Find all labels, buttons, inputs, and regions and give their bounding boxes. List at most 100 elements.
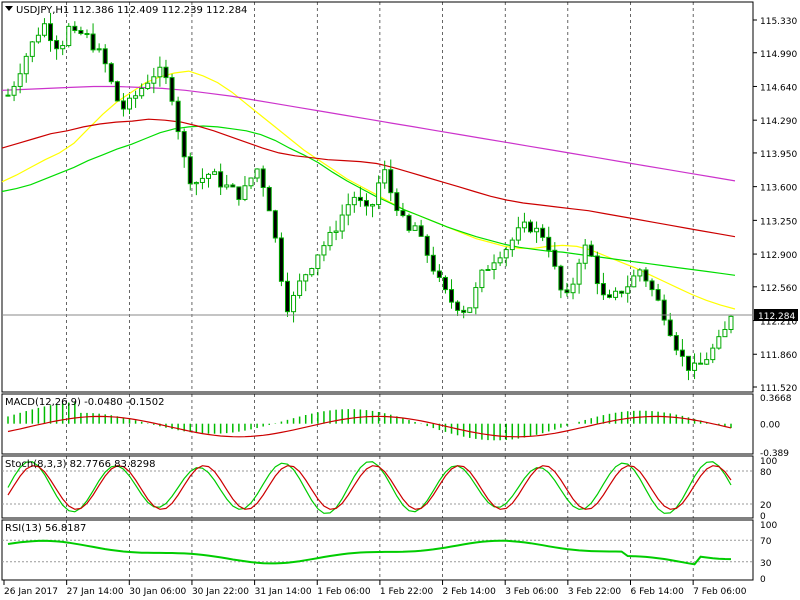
indicator-lines xyxy=(2,402,753,566)
candle-body xyxy=(540,227,546,238)
time-tick-label: 31 Jan 14:00 xyxy=(255,587,312,597)
candle-body xyxy=(661,299,667,321)
rsi-label: RSI(13) 56.8187 xyxy=(5,523,86,534)
candle-body xyxy=(315,254,321,269)
candle-body xyxy=(218,171,224,188)
candle-body xyxy=(205,173,211,179)
candle-body xyxy=(17,73,23,87)
candle-body xyxy=(175,100,181,133)
candle-body xyxy=(272,210,278,239)
time-tick-label: 26 Jan 2017 xyxy=(4,587,58,597)
moving-average-line xyxy=(1,125,736,276)
candle-body xyxy=(260,168,266,188)
candle-body xyxy=(230,184,236,188)
candle-body xyxy=(254,168,260,179)
candle-body xyxy=(370,204,376,207)
time-tick-label: 1 Feb 06:00 xyxy=(317,587,371,597)
candle-body xyxy=(284,280,290,313)
candle-body xyxy=(11,85,17,96)
candle-body xyxy=(309,267,315,276)
candle-body xyxy=(48,23,54,42)
candle-body xyxy=(582,244,588,264)
candle-body xyxy=(236,186,242,200)
candle-body xyxy=(625,286,631,294)
rsi-tick-label: 70 xyxy=(760,537,772,547)
candle-body xyxy=(66,25,72,47)
axis-labels: 115.330 114.990 114.640 114.290 113.950 113.6… xyxy=(3,17,797,597)
candle-body xyxy=(649,280,655,291)
candle-body xyxy=(594,255,600,285)
time-tick-label: 1 Feb 22:00 xyxy=(380,587,434,597)
candle-body xyxy=(199,177,205,183)
candle-body xyxy=(521,221,527,229)
rsi-tick-label: 100 xyxy=(760,521,777,531)
candle-body xyxy=(716,336,722,349)
time-tick-label: 3 Feb 22:00 xyxy=(568,587,622,597)
candle-body xyxy=(357,196,363,202)
candle-body xyxy=(430,254,436,272)
candle-body xyxy=(515,227,521,241)
candle-body xyxy=(728,315,734,330)
candle-body xyxy=(710,347,716,361)
candle-body xyxy=(400,210,406,217)
candle-body xyxy=(169,77,175,102)
candle-body xyxy=(333,230,339,233)
candle-body xyxy=(266,186,272,212)
candle-body xyxy=(704,359,710,365)
price-tick-label: 111.520 xyxy=(760,384,797,394)
price-tick-label: 113.600 xyxy=(760,184,797,194)
candle-body xyxy=(449,289,455,303)
candle-body xyxy=(564,289,570,294)
rsi-tick-label: 0 xyxy=(760,575,766,585)
price-tick-label: 114.290 xyxy=(760,117,797,127)
candle-body xyxy=(382,169,388,184)
candle-body xyxy=(23,55,29,75)
candle-body xyxy=(127,97,133,110)
time-tick-label: 27 Jan 14:00 xyxy=(67,587,124,597)
candle-body xyxy=(224,184,230,188)
candle-body xyxy=(673,335,679,351)
candle-body xyxy=(278,237,284,282)
candle-body xyxy=(60,45,66,50)
triangle-down-icon[interactable] xyxy=(5,6,13,11)
macd-tick-label: 0.00 xyxy=(760,421,780,431)
candle-body xyxy=(84,33,90,36)
stoch-tick-label: 20 xyxy=(760,501,772,511)
candle-body xyxy=(78,30,84,35)
candle-body xyxy=(406,215,412,231)
candle-body xyxy=(363,200,369,207)
macd-label: MACD(12,26,9) -0.0480 -0.1502 xyxy=(5,397,165,408)
candle-body xyxy=(679,349,685,357)
candle-body xyxy=(685,355,691,371)
candle-body xyxy=(133,95,139,99)
candle-body xyxy=(297,280,303,296)
candle-body xyxy=(54,40,60,50)
candle-body xyxy=(667,319,673,337)
candle-body xyxy=(291,294,297,313)
time-tick-label: 7 Feb 06:00 xyxy=(693,587,747,597)
price-tick-label: 112.900 xyxy=(760,251,797,261)
candle-body xyxy=(5,94,11,97)
candle-body xyxy=(497,257,503,264)
stoch-signal-line xyxy=(7,465,732,510)
candle-body xyxy=(637,269,643,277)
candle-body xyxy=(600,283,606,296)
candle-body xyxy=(181,131,187,158)
price-tick-label: 114.990 xyxy=(760,50,797,60)
candle-body xyxy=(114,81,120,102)
candle-body xyxy=(479,269,485,289)
candle-body xyxy=(722,328,728,338)
candle-body xyxy=(376,182,382,206)
candle-body xyxy=(643,269,649,282)
moving-average-lines xyxy=(1,70,736,310)
last-price-value: 112.284 xyxy=(758,312,795,322)
candle-body xyxy=(424,235,430,256)
candle-body xyxy=(394,192,400,212)
candle-body xyxy=(388,169,394,194)
candle-body xyxy=(698,362,704,365)
macd-signal-line xyxy=(7,415,732,438)
candle-body xyxy=(613,290,619,298)
candle-body xyxy=(108,63,114,83)
candle-body xyxy=(485,268,491,271)
